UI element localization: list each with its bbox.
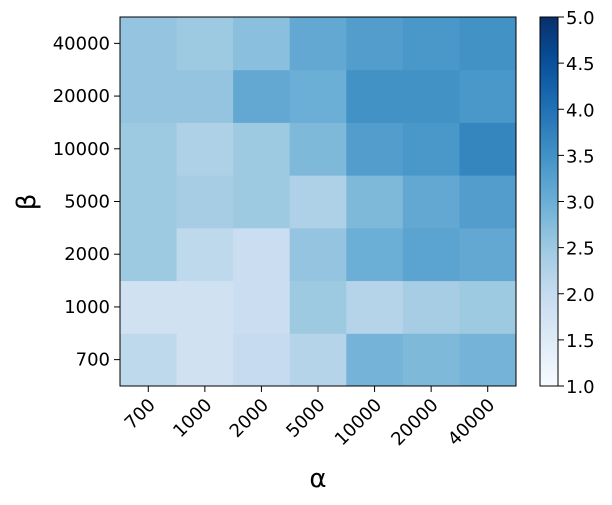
heatmap-cell [402,122,460,176]
heatmap-cell [233,122,291,176]
y-tick-label: 5000 [64,192,110,213]
y-axis: 700 1000 2000 5000 10000 20000 40000 [53,33,120,371]
heatmap-cell [176,280,234,334]
x-tick-label: 20000 [387,395,442,450]
heatmap-cell [459,69,517,123]
heatmap-cell [402,280,460,334]
heatmap-cell [346,175,404,229]
heatmap-cell [233,227,291,282]
heatmap-cell [289,69,347,123]
heatmap-cell [289,280,347,334]
heatmap-cell [402,175,460,229]
heatmap-cell [459,122,517,176]
x-tick-label: 10000 [331,395,386,450]
heatmap-cell [346,122,404,176]
heatmap-cell [176,122,234,176]
heatmap-cell [402,69,460,123]
heatmap-cell [459,17,517,71]
heatmap-cell [120,69,178,123]
y-tick-label: 700 [76,350,110,371]
heatmap-cell [120,227,178,282]
heatmap-cell [289,333,347,387]
heatmap-cell [233,69,291,123]
x-axis: 700 1000 2000 5000 10000 20000 40000 [121,386,499,450]
colorbar-tick-label: 2.0 [566,285,595,306]
heatmap-cell [233,17,291,71]
heatmap-cell [346,227,404,282]
heatmap-cell [346,69,404,123]
colorbar-tick-label: 1.5 [566,331,595,352]
heatmap-cell [233,333,291,387]
y-tick-label: 2000 [64,244,110,265]
x-tick-label: 2000 [226,395,273,442]
heatmap-cell [289,227,347,282]
x-tick-label: 5000 [282,395,329,442]
colorbar-tick-label: 2.5 [566,239,595,260]
heatmap-cell [289,17,347,71]
heatmap-cell [176,333,234,387]
heatmap-cell [176,227,234,282]
heatmap-cell [459,227,517,282]
heatmap-cell [346,17,404,71]
heatmap-cell [459,175,517,229]
heatmap-cell [289,122,347,176]
heatmap-cell [346,280,404,334]
heatmap-cell [459,333,517,387]
heatmap-cell [233,175,291,229]
colorbar-tick-label: 4.0 [566,100,595,121]
colorbar-tick-label: 5.0 [566,8,595,29]
heatmap-cell [176,175,234,229]
heatmap-cell [120,122,178,176]
heatmap-cell [120,17,178,71]
x-tick-label: 40000 [444,395,499,450]
heatmap-cell [289,175,347,229]
colorbar-tick-label: 3.5 [566,146,595,167]
x-axis-label: α [309,464,326,494]
heatmap-cell [459,280,517,334]
heatmap-cell [402,333,460,387]
y-tick-label: 20000 [53,86,110,107]
heatmap-cell [176,17,234,71]
x-tick-label: 700 [121,395,160,434]
heatmap-cell [176,69,234,123]
y-tick-label: 10000 [53,139,110,160]
heatmap-cell [346,333,404,387]
colorbar-tick-label: 4.5 [566,54,595,75]
heatmap-cell [120,333,178,387]
y-tick-label: 1000 [64,297,110,318]
colorbar-tick-label: 3.0 [566,193,595,214]
heatmap-cells [120,17,517,387]
heatmap-cell [120,280,178,334]
y-tick-label: 40000 [53,33,110,54]
heatmap-cell [402,17,460,71]
colorbar [539,16,559,387]
colorbar-axis: 1.0 1.5 2.0 2.5 3.0 3.5 4.0 4.5 5.0 [558,8,595,398]
x-tick-label: 1000 [169,395,216,442]
heatmap-cell [402,227,460,282]
heatmap-cell [120,175,178,229]
heatmap-cell [233,280,291,334]
colorbar-tick-label: 1.0 [566,377,595,398]
y-axis-label: β [12,194,42,211]
